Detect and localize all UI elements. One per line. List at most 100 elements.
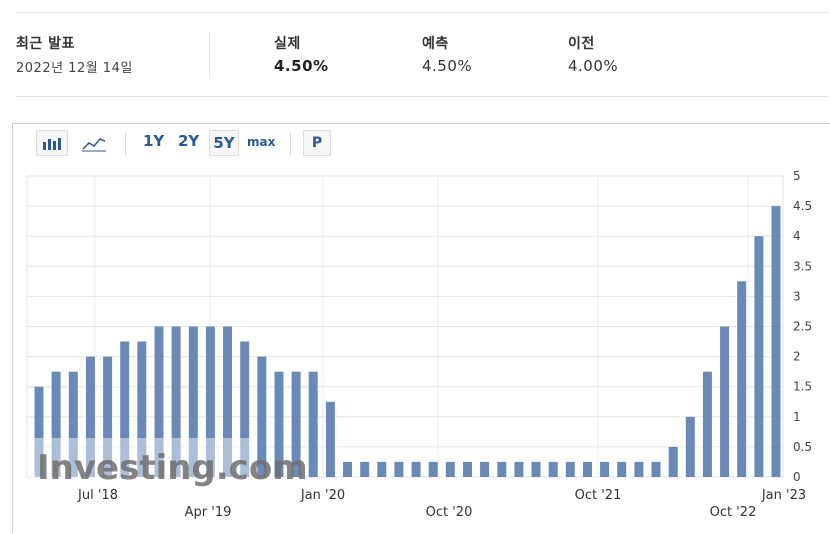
previous-value: 4.00%	[568, 57, 619, 75]
bar	[480, 461, 490, 477]
bar	[445, 461, 455, 477]
bar	[377, 461, 387, 477]
actual-label: 실제	[274, 36, 301, 52]
y-tick-label: 0	[793, 470, 801, 484]
bar	[308, 371, 318, 477]
line-chart-icon	[82, 138, 106, 152]
latest-release-label: 최근 발표	[16, 36, 75, 52]
range-2y-button[interactable]: 2Y	[178, 132, 200, 150]
bar	[188, 326, 198, 477]
stats-divider	[209, 31, 210, 77]
actual-stat: 실제 4.50%	[274, 33, 329, 75]
bar	[68, 371, 78, 477]
bar-chart-icon	[43, 138, 61, 150]
forecast-label: 예측	[422, 36, 449, 52]
bar	[685, 416, 695, 477]
line-chart-button[interactable]	[81, 133, 111, 155]
bar	[360, 461, 370, 477]
bar	[103, 356, 113, 477]
x-tick-label: Oct '21	[575, 488, 622, 503]
bar	[634, 461, 644, 477]
x-tick-label: Oct '22	[710, 505, 757, 520]
bar	[651, 461, 661, 477]
bar	[463, 461, 472, 477]
bar	[240, 341, 250, 477]
bar	[325, 401, 335, 478]
bar	[120, 341, 130, 477]
toolbar-divider	[290, 132, 291, 156]
y-tick-label: 1.5	[793, 380, 812, 394]
previous-stat: 이전 4.00%	[568, 33, 618, 75]
bar	[720, 326, 730, 477]
range-5y-label: 5Y	[213, 134, 235, 152]
bar	[497, 461, 507, 477]
x-tick-label: Oct '20	[426, 505, 473, 520]
bar	[205, 326, 215, 477]
bar	[85, 356, 95, 477]
bar	[737, 281, 747, 477]
y-tick-label: 3.5	[793, 259, 812, 273]
actual-value: 4.50%	[274, 57, 329, 75]
bar	[771, 206, 781, 477]
bar-chart: Investing.com 0 0.5 1 1.5 2 2.5 3 3.5 4 4.5 5 Jul …	[26, 169, 812, 520]
latest-release: 최근 발표 2022년 12월 14일	[16, 33, 133, 76]
top-divider	[16, 12, 828, 13]
x-tick-label: Jul '18	[77, 488, 118, 503]
bar	[34, 386, 44, 477]
bar	[411, 461, 421, 477]
range-1y-button[interactable]: 1Y	[143, 132, 165, 150]
watermark-logo-text: Investing.com	[37, 448, 308, 488]
bar	[514, 461, 524, 477]
y-axis: 0 0.5 1 1.5 2 2.5 3 3.5 4 4.5 5	[793, 169, 812, 484]
latest-release-panel: 최근 발표 2022년 12월 14일 실제 4.50% 예측 4.50% 이전…	[16, 13, 828, 97]
bar	[668, 446, 678, 477]
range-max-button[interactable]: max	[247, 135, 276, 149]
x-tick-label: Jan '23	[761, 488, 806, 503]
watermark-backdrop	[27, 438, 257, 478]
bar	[154, 326, 164, 477]
bar	[223, 326, 232, 477]
range-5y-button[interactable]: 5Y	[209, 130, 239, 156]
bar	[702, 371, 712, 477]
chart-bars	[34, 206, 781, 478]
bar	[600, 461, 610, 477]
bar	[257, 356, 267, 477]
x-axis: Jul '18 Jan '20 Oct '21 Jan '23 Apr '19 Oct '…	[77, 488, 806, 520]
y-tick-label: 3	[793, 289, 801, 303]
bar	[137, 341, 147, 477]
toolbar-divider	[125, 132, 126, 156]
forecast-stat: 예측 4.50%	[422, 33, 472, 75]
bar	[51, 371, 61, 477]
bar	[394, 461, 404, 477]
chart-grid	[26, 175, 784, 478]
bar	[291, 371, 301, 477]
investing-watermark: Investing.com	[27, 438, 308, 488]
p-button-label: P	[311, 135, 323, 151]
previous-label: 이전	[568, 36, 595, 52]
y-tick-label: 1	[793, 410, 801, 424]
forecast-value: 4.50%	[422, 57, 473, 75]
chart-toolbar: 1Y 2Y 5Y max P	[13, 124, 830, 164]
bar	[565, 461, 575, 477]
y-tick-label: 2	[793, 350, 801, 364]
y-tick-label: 0.5	[793, 440, 812, 454]
y-tick-label: 5	[793, 169, 801, 183]
chart-container: 1Y 2Y 5Y max P Investing.com 0 0.5 1 1.5 2 2.…	[12, 123, 830, 533]
bar	[343, 461, 352, 477]
x-tick-label: Apr '19	[185, 505, 232, 520]
bar	[754, 236, 764, 477]
y-tick-label: 4	[793, 229, 801, 243]
x-tick-label: Jan '20	[300, 488, 345, 503]
y-tick-label: 4.5	[793, 199, 812, 213]
latest-release-date: 2022년 12월 14일	[16, 61, 133, 76]
bar	[548, 461, 558, 477]
bar-chart-button[interactable]	[36, 130, 68, 156]
bar	[274, 371, 284, 477]
y-tick-label: 2.5	[793, 320, 812, 334]
bar	[171, 326, 181, 477]
bar	[583, 461, 592, 477]
bar	[617, 461, 627, 477]
bar	[428, 461, 438, 477]
bar	[531, 461, 541, 477]
p-button[interactable]: P	[303, 130, 331, 156]
